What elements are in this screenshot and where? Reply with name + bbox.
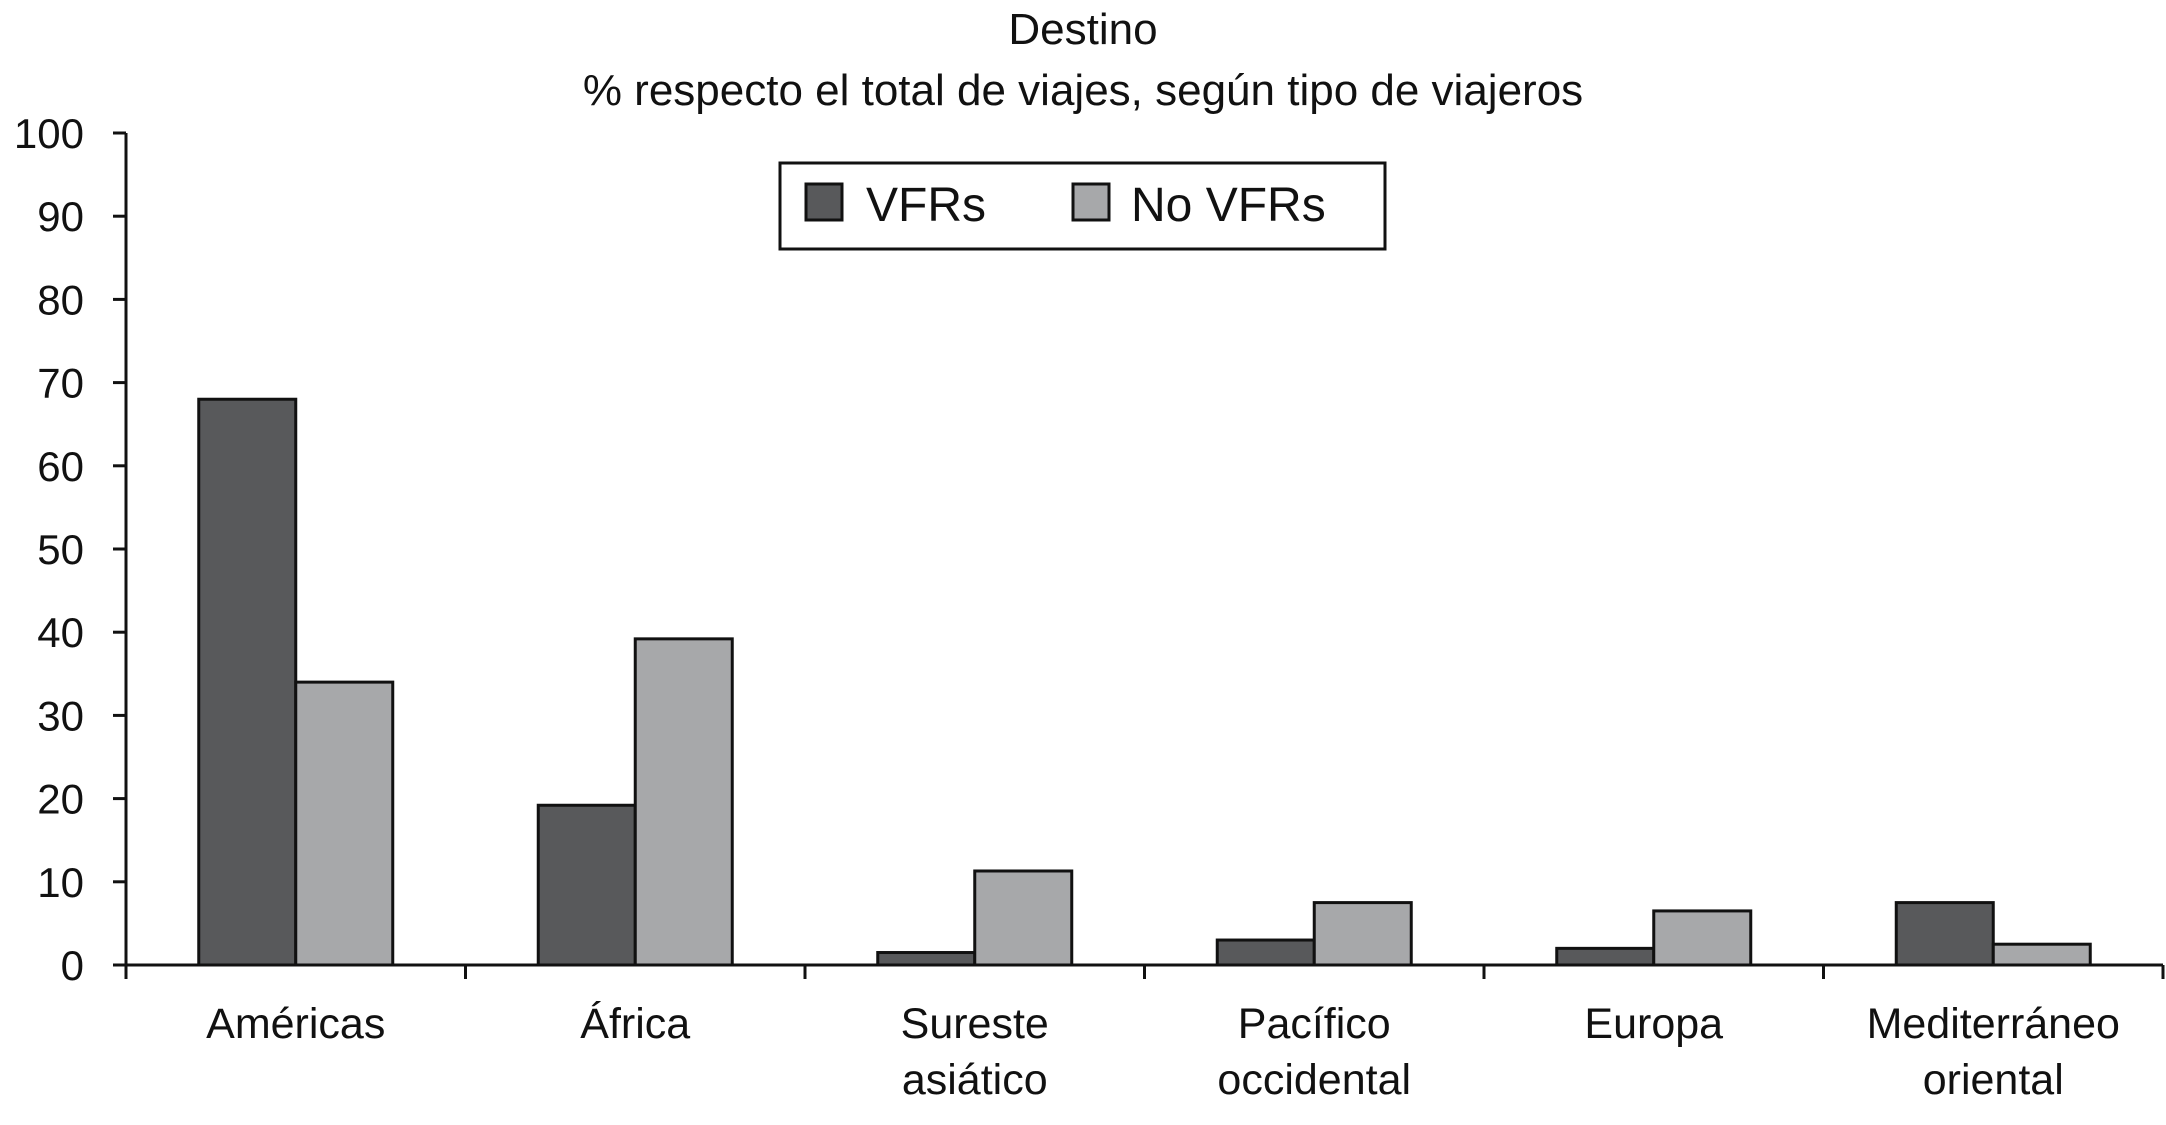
y-tick-label: 80 — [37, 276, 84, 323]
y-tick-label: 60 — [37, 443, 84, 490]
x-tick-label: África — [580, 1000, 690, 1048]
legend-label: VFRs — [866, 179, 986, 232]
x-tick-label: Américas — [206, 1000, 385, 1048]
chart-subtitle: % respecto el total de viajes, según tip… — [583, 66, 1583, 115]
y-tick-label: 10 — [37, 859, 84, 906]
bar-vfrs — [1894, 901, 1995, 967]
x-tick-label: Sureste — [901, 1000, 1049, 1048]
x-tick-label: Europa — [1584, 1000, 1723, 1048]
bar-no-vfrs — [1991, 942, 2092, 967]
legend-swatch — [804, 182, 844, 222]
legend: VFRs No VFRs — [778, 161, 1387, 251]
x-tick-label: Pacífico — [1238, 1000, 1391, 1048]
y-tick-label: 20 — [37, 776, 84, 823]
x-tick-label: Mediterráneo — [1867, 1000, 2120, 1048]
bar-vfrs — [536, 803, 637, 967]
bar-vfrs — [876, 951, 977, 967]
bar-no-vfrs — [294, 680, 395, 967]
y-tick-label: 50 — [37, 526, 84, 573]
y-tick-label: 40 — [37, 609, 84, 656]
y-tick-label: 70 — [37, 360, 84, 407]
bar-vfrs — [1555, 946, 1656, 967]
chart-title: Destino — [1008, 5, 1157, 54]
x-tick-label: occidental — [1217, 1056, 1411, 1104]
legend-label: No VFRs — [1131, 179, 1326, 232]
plot-area: 0 10 20 30 40 50 60 70 80 90 100 Américas África Sure… — [14, 110, 2165, 1104]
y-tick-label: 0 — [61, 942, 84, 989]
x-tick-label: asiático — [902, 1056, 1048, 1104]
bar-no-vfrs — [633, 637, 734, 967]
bar-vfrs — [1215, 938, 1316, 967]
bar-no-vfrs — [1312, 901, 1413, 967]
bar-no-vfrs — [1652, 909, 1753, 967]
y-tick-label: 100 — [14, 110, 84, 157]
y-tick-label: 90 — [37, 193, 84, 240]
x-tick-label: oriental — [1923, 1056, 2064, 1104]
legend-swatch — [1071, 182, 1111, 222]
y-tick-label: 30 — [37, 692, 84, 739]
bar-vfrs — [197, 397, 298, 967]
bar-no-vfrs — [973, 869, 1074, 967]
